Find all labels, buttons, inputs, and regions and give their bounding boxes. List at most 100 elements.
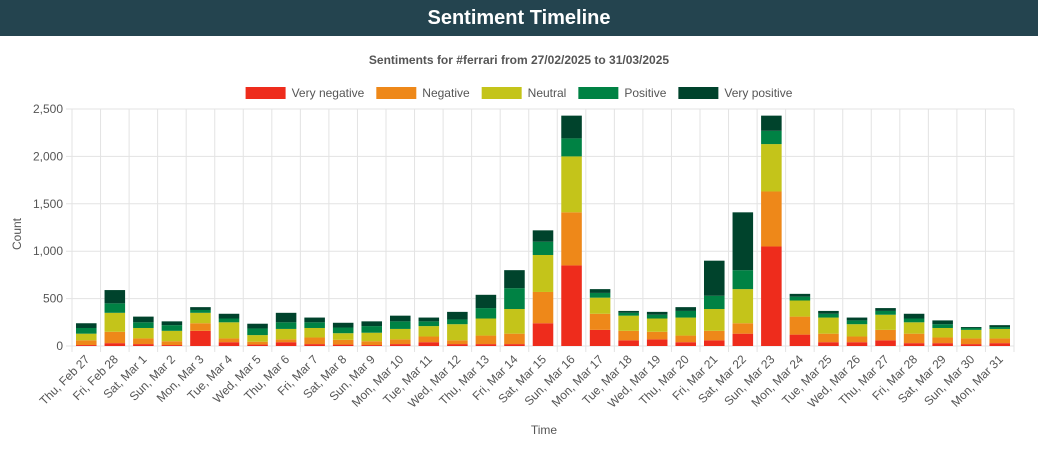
bar-31-1[interactable] [960,338,982,345]
bar-11-1[interactable] [389,339,411,345]
bar-25-1[interactable] [789,316,811,335]
bar-18-3[interactable] [589,292,611,298]
bar-26-1[interactable] [818,333,839,343]
bar-30-1[interactable] [932,337,953,344]
bar-32-0[interactable] [989,343,1011,346]
bar-24-0[interactable] [761,246,782,346]
bar-19-0[interactable] [618,340,639,346]
bar-6-1[interactable] [247,341,268,345]
bar-18-2[interactable] [589,297,611,314]
bar-9-4[interactable] [332,322,354,328]
bar-12-2[interactable] [418,326,440,337]
bar-26-3[interactable] [818,313,839,318]
bar-17-3[interactable] [561,138,582,157]
bar-7-2[interactable] [275,328,297,340]
bar-10-3[interactable] [361,326,383,333]
bar-2-4[interactable] [133,316,154,323]
bar-5-3[interactable] [218,318,240,323]
bar-31-3[interactable] [960,327,982,330]
bar-25-4[interactable] [789,293,811,297]
bar-28-0[interactable] [875,340,896,346]
bar-18-0[interactable] [589,329,611,346]
bar-7-3[interactable] [275,322,297,329]
bar-17-1[interactable] [561,212,582,266]
bar-7-0[interactable] [275,342,297,346]
bar-4-1[interactable] [190,323,211,331]
bar-23-2[interactable] [732,289,754,324]
bar-3-2[interactable] [161,330,183,342]
bar-7-4[interactable] [275,312,297,323]
bar-29-2[interactable] [903,322,925,334]
bar-24-4[interactable] [761,115,782,131]
bar-15-1[interactable] [504,333,525,345]
bar-27-2[interactable] [846,324,868,337]
bar-9-0[interactable] [332,344,354,346]
bar-24-2[interactable] [761,144,782,192]
bar-3-0[interactable] [161,345,183,346]
bar-16-2[interactable] [532,254,554,292]
bar-9-2[interactable] [332,333,354,340]
legend-label-1[interactable]: Negative [422,86,470,100]
bar-21-2[interactable] [675,317,697,336]
bar-32-2[interactable] [989,328,1011,339]
bar-28-1[interactable] [875,329,896,341]
bar-27-0[interactable] [846,342,868,346]
bar-0-2[interactable] [75,333,97,341]
bar-3-4[interactable] [161,321,183,326]
bar-16-0[interactable] [532,323,554,346]
bar-14-3[interactable] [475,308,497,319]
bar-1-1[interactable] [104,331,126,344]
bar-25-3[interactable] [789,296,811,301]
bar-14-1[interactable] [475,335,497,345]
legend-label-2[interactable]: Neutral [528,86,567,100]
bar-29-1[interactable] [903,333,925,344]
bar-20-2[interactable] [646,318,668,332]
bar-24-3[interactable] [761,130,782,145]
bar-23-3[interactable] [732,270,754,290]
bar-17-4[interactable] [561,115,582,139]
bar-6-2[interactable] [247,335,268,342]
bar-13-2[interactable] [447,324,468,341]
bar-19-2[interactable] [618,315,639,331]
bar-21-4[interactable] [675,307,697,311]
bar-11-3[interactable] [389,321,411,329]
bar-13-3[interactable] [447,319,468,325]
legend-label-4[interactable]: Very positive [724,86,792,100]
bar-12-4[interactable] [418,317,440,322]
bar-18-4[interactable] [589,289,611,293]
bar-2-2[interactable] [133,327,154,339]
bar-16-1[interactable] [532,291,554,324]
bar-21-3[interactable] [675,310,697,318]
bar-28-2[interactable] [875,314,896,330]
bar-5-4[interactable] [218,313,240,319]
bar-26-2[interactable] [818,317,839,334]
bar-30-2[interactable] [932,327,953,338]
bar-12-3[interactable] [418,321,440,327]
bar-4-4[interactable] [190,307,211,310]
bar-16-4[interactable] [532,230,554,242]
bar-10-1[interactable] [361,341,383,346]
bar-10-2[interactable] [361,332,383,342]
bar-30-0[interactable] [932,343,953,346]
bar-16-3[interactable] [532,241,554,255]
bar-4-3[interactable] [190,309,211,313]
bar-12-1[interactable] [418,336,440,343]
bar-17-2[interactable] [561,156,582,213]
bar-23-4[interactable] [732,212,754,271]
bar-11-0[interactable] [389,344,411,346]
bar-22-2[interactable] [703,309,725,331]
bar-24-1[interactable] [761,191,782,247]
bar-32-3[interactable] [989,327,1011,329]
bar-18-1[interactable] [589,313,611,330]
bar-31-0[interactable] [960,344,982,346]
bar-31-4[interactable] [960,327,982,328]
bar-0-4[interactable] [75,323,97,328]
bar-22-1[interactable] [703,330,725,341]
bar-28-3[interactable] [875,310,896,315]
bar-1-2[interactable] [104,312,126,332]
bar-13-4[interactable] [447,311,468,320]
bar-25-0[interactable] [789,334,811,346]
bar-13-1[interactable] [447,340,468,345]
bar-20-4[interactable] [646,311,668,315]
bar-15-2[interactable] [504,309,525,334]
